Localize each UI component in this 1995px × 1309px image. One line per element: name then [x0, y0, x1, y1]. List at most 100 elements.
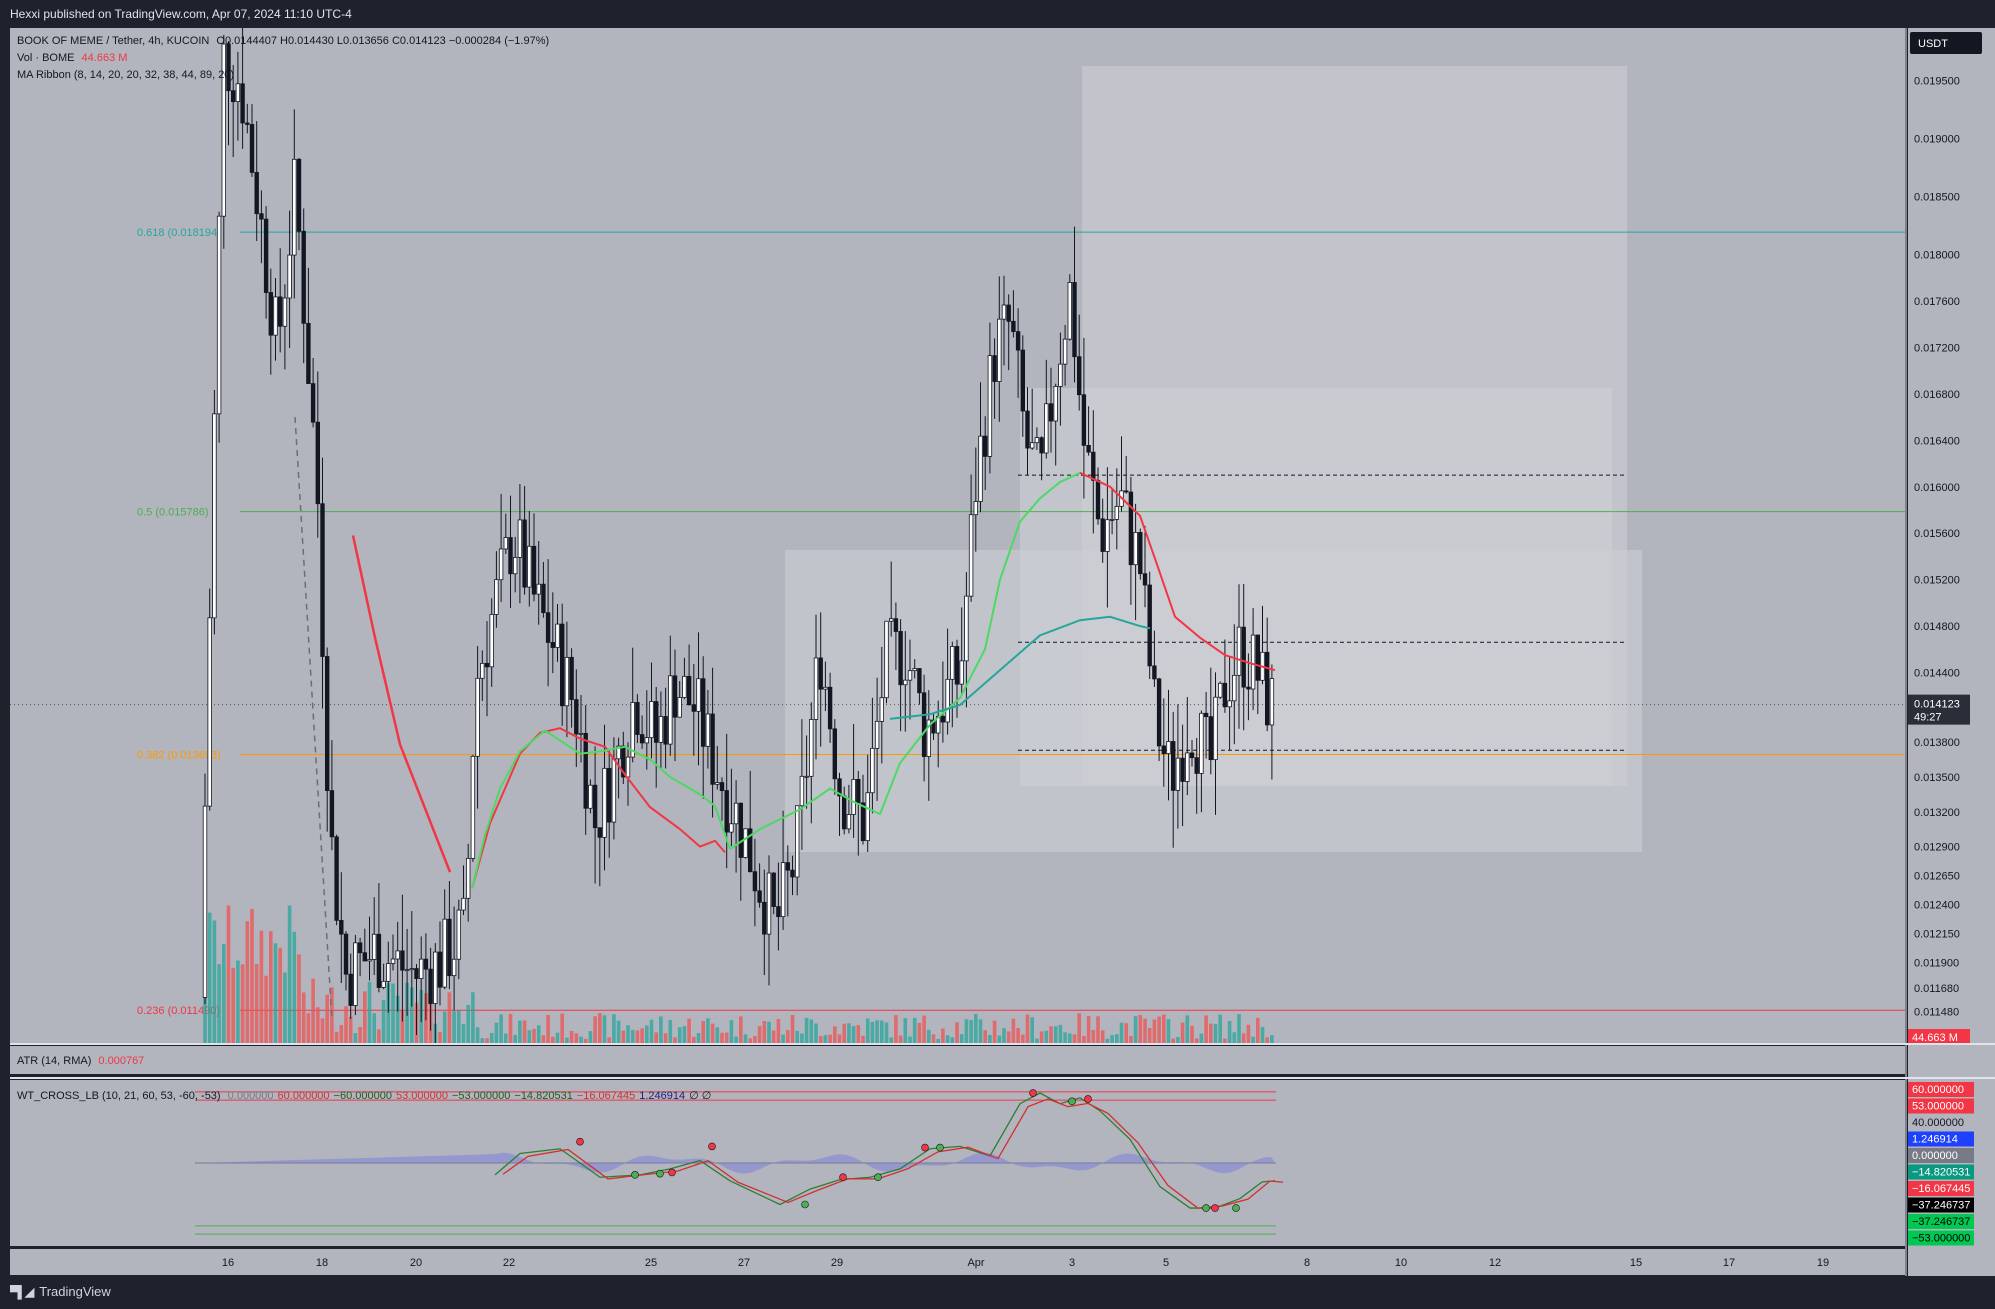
volume-bar [1105, 1038, 1110, 1043]
volume-bar [950, 1037, 955, 1043]
volume-bar [471, 992, 475, 1043]
volume-bar [701, 1021, 705, 1043]
volume-bar [635, 1030, 640, 1043]
candle-body [226, 43, 231, 92]
volume-bar [880, 1020, 884, 1043]
legend-wt-value: 53.000000 [395, 1090, 448, 1102]
volume-bar [640, 1028, 644, 1043]
candle-body [508, 537, 513, 575]
candle-body [921, 692, 927, 757]
price-axis-tick: 0.013800 [1914, 737, 1960, 749]
volume-bar [875, 1020, 879, 1043]
volume-bar [739, 1016, 743, 1043]
publish-header: Hexxi published on TradingView.com, Apr … [0, 0, 1995, 28]
volume-bar [1143, 1018, 1147, 1043]
volume-bar [762, 1020, 767, 1043]
legend-atr-label[interactable]: ATR (14, RMA) [17, 1055, 92, 1067]
volume-bar [748, 1038, 752, 1043]
candle-body [809, 719, 814, 777]
candle-body [1199, 712, 1204, 774]
candle-body [221, 43, 226, 217]
candle-body [367, 959, 372, 962]
candle-body [564, 656, 570, 707]
volume-bar [1270, 1035, 1274, 1043]
volume-bar [278, 947, 282, 1043]
volume-bar [254, 964, 259, 1043]
candle-body [1232, 674, 1237, 702]
volume-bar [574, 1033, 579, 1043]
candle-body [710, 713, 715, 785]
volume-bar [988, 1034, 992, 1043]
candle-body [442, 918, 447, 988]
volume-bar [1213, 1023, 1218, 1043]
candle-body [202, 805, 208, 998]
volume-bar [818, 1036, 823, 1043]
volume-bar [743, 1034, 748, 1043]
candle-body [489, 614, 494, 668]
volume-bar [1025, 1014, 1030, 1043]
wt-cross-dot [668, 1168, 676, 1177]
candle-body [1185, 752, 1190, 782]
osc-axis-label: −37.246737 [1912, 1216, 1970, 1228]
candle-body [230, 90, 236, 103]
candle-body [1048, 403, 1054, 422]
candle-body [263, 218, 269, 293]
chart-canvas[interactable]: 0.618 (0.018194) 0.5 (0.015786) 0.382 (0.0… [0, 28, 1995, 1304]
candle-body [437, 951, 443, 988]
volume-bar [955, 1022, 959, 1043]
volume-bar [1124, 1023, 1128, 1043]
tradingview-logo[interactable]: ▀▌◢ TradingView [10, 1284, 111, 1299]
legend-wt-label[interactable]: WT_CROSS_LB (10, 21, 60, 53, -60, -53) [17, 1090, 221, 1102]
legend-volume-label[interactable]: Vol · BOME [17, 52, 75, 64]
candle-body [522, 519, 527, 588]
legend-symbol[interactable]: BOOK OF MEME / Tether, 4h, KUCOIN [17, 35, 210, 47]
volume-bar [344, 1006, 348, 1043]
candle-body [1001, 304, 1007, 320]
volume-bar [339, 1024, 344, 1043]
candle-body [668, 675, 673, 745]
volume-bar [790, 1015, 795, 1043]
volume-bar [536, 1025, 541, 1043]
candle-body [893, 618, 899, 632]
candle-body [1067, 282, 1072, 340]
candle-body [1025, 410, 1030, 449]
wt-cross-dot [631, 1171, 639, 1179]
volume-bar [499, 1014, 503, 1043]
candle-body [1020, 349, 1025, 412]
volume-bar [710, 1023, 715, 1043]
candle-body [409, 968, 414, 971]
candle-body [428, 968, 433, 1004]
volume-bar [1030, 1017, 1034, 1043]
osc-axis-badge [1908, 1230, 1974, 1246]
candle-body [1034, 437, 1040, 444]
volume-bar [677, 1027, 682, 1043]
osc-axis-badge [1908, 1148, 1974, 1163]
fib-level-label: 0.618 (0.018194) [137, 227, 221, 239]
candle-body [649, 701, 654, 739]
volume-bar [410, 987, 414, 1043]
legend-ma-ribbon[interactable]: MA Ribbon (8, 14, 20, 20, 32, 38, 44, 89… [17, 69, 238, 81]
candle-body [898, 631, 903, 686]
candle-body [983, 435, 988, 457]
countdown-text: 49:27 [1914, 712, 1942, 724]
price-axis-tick: 0.017200 [1914, 342, 1960, 354]
volume-bar [588, 1031, 593, 1043]
candle-body [903, 679, 908, 686]
candle-body [550, 642, 555, 648]
time-axis-tick: 19 [1817, 1257, 1829, 1269]
candle-body [578, 732, 584, 735]
candle-body [527, 545, 532, 588]
osc-axis-badge [1908, 1197, 1974, 1213]
volume-bar [292, 931, 297, 1043]
candle-body [715, 782, 720, 785]
price-axis-tick: 0.018500 [1914, 192, 1960, 204]
volume-bar [842, 1023, 846, 1043]
candle-body [343, 933, 349, 975]
ma-line-red [351, 535, 452, 873]
candle-body [273, 296, 278, 336]
candle-body [1265, 651, 1270, 726]
volume-bar [908, 1036, 912, 1043]
wt-cross-dot [576, 1137, 584, 1146]
candle-body [1152, 665, 1157, 680]
volume-bar [945, 1035, 950, 1043]
